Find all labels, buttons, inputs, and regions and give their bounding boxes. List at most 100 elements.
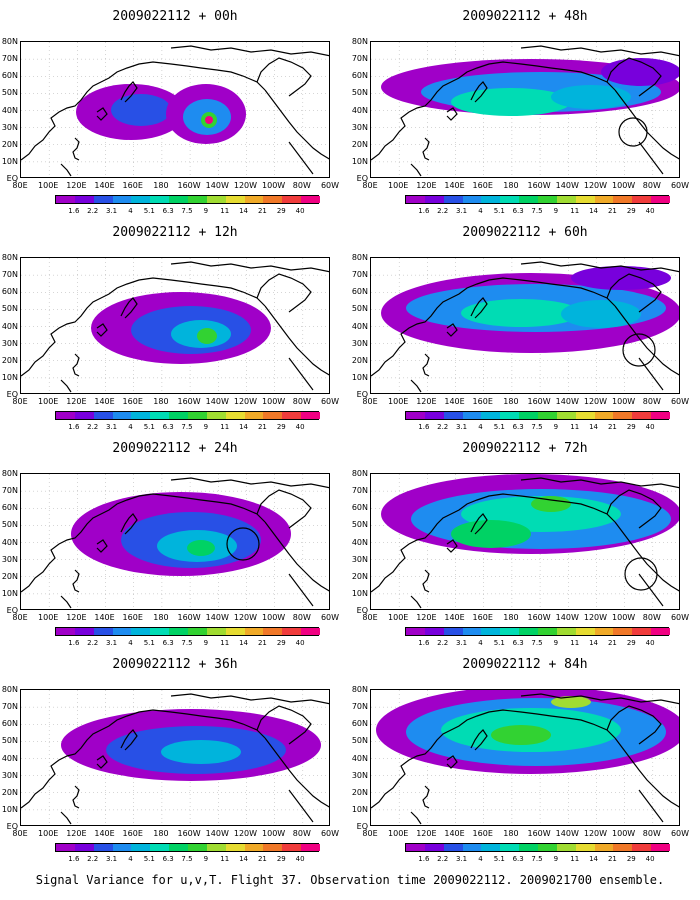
colorbar xyxy=(405,843,671,852)
map-plot xyxy=(20,473,330,610)
colorbar-level-label: 3.1 xyxy=(455,855,468,863)
colorbar-level-label: 21 xyxy=(607,207,617,215)
panel-title: 2009022112 + 60h xyxy=(462,225,588,240)
lat-tick-label: EQ xyxy=(356,174,368,183)
lat-tick-label: 50N xyxy=(351,88,368,98)
lon-tick-label: 140E xyxy=(94,829,115,838)
forecast-panel-84h: 2009022112 + 84h 80N 70N 60N 50N 40N 30N 20N 10… xyxy=(350,648,700,873)
lat-tick-label: EQ xyxy=(356,822,368,831)
colorbar-level-label: 14 xyxy=(589,207,599,215)
colorbar-swatch xyxy=(169,412,189,419)
lon-tick-label: 120W xyxy=(233,397,258,406)
colorbar-swatch xyxy=(481,412,501,419)
variance-contour xyxy=(561,300,641,328)
colorbar-swatch xyxy=(150,196,170,203)
colorbar-swatch xyxy=(594,412,614,419)
lon-tick-label: 140E xyxy=(94,181,115,190)
coastline xyxy=(60,163,72,177)
coastline xyxy=(638,573,664,607)
colorbar-level-label: 1.6 xyxy=(68,423,80,431)
coastline xyxy=(422,785,430,809)
lon-tick-label: 80E xyxy=(362,829,378,838)
lon-tick-label: 80W xyxy=(292,397,311,406)
coastline xyxy=(21,277,266,377)
lon-tick-label: 80W xyxy=(292,181,311,190)
lat-tick-label: 70N xyxy=(1,702,18,712)
lon-tick-label: 140W xyxy=(205,181,229,190)
forecast-panel-12h: 2009022112 + 12h 80N 70N 60N 50N 40N 30N 20N 10… xyxy=(0,216,350,441)
lat-tick-label: 10N xyxy=(1,372,18,382)
coastline xyxy=(606,489,662,529)
colorbar-swatch xyxy=(575,196,596,203)
target-circle xyxy=(618,117,648,147)
coastline xyxy=(520,693,679,705)
colorbar-level-label: 11 xyxy=(570,639,580,647)
lon-tick-label: 120E xyxy=(66,397,87,406)
colorbar-level-label: 11 xyxy=(220,855,230,863)
colorbar-level-label: 4 xyxy=(478,855,483,863)
colorbar-swatch xyxy=(538,844,558,851)
coastline xyxy=(21,709,266,809)
colorbar-swatch xyxy=(481,844,501,851)
lon-tick-label: 60W xyxy=(320,181,340,190)
colorbar-level-label: 3.1 xyxy=(105,855,118,863)
lon-tick-label: 120W xyxy=(583,829,608,838)
coastline xyxy=(120,513,138,535)
colorbar-swatch xyxy=(424,412,445,419)
map-svg xyxy=(371,258,679,393)
lon-tick-label: 160E xyxy=(472,181,493,190)
lat-tick-label: 50N xyxy=(1,520,18,530)
colorbar-swatch xyxy=(206,196,227,203)
coastline xyxy=(422,137,430,161)
colorbar-level-label: 1.6 xyxy=(68,639,80,647)
forecast-panel-48h: 2009022112 + 48h 80N 70N 60N 50N 40N 30N 20N 10… xyxy=(350,0,700,225)
colorbar-level-label: 4 xyxy=(128,639,133,647)
lon-tick-label: 160W xyxy=(527,613,551,622)
lon-tick-label: 140E xyxy=(444,397,465,406)
variance-contour xyxy=(601,58,679,86)
coastline xyxy=(410,163,422,177)
lon-tick-label: 80E xyxy=(12,613,28,622)
lon-tick-label: 120E xyxy=(416,829,437,838)
lat-tick-label: 80N xyxy=(1,37,18,46)
coastline xyxy=(72,569,80,593)
colorbar-swatch xyxy=(301,412,321,419)
lat-tick-label: 80N xyxy=(351,37,368,46)
colorbar-level-label: 14 xyxy=(239,423,249,431)
colorbar-level-label: 40 xyxy=(295,855,305,863)
colorbar-level-label: 3.1 xyxy=(455,207,468,215)
colorbar-level-label: 5.1 xyxy=(493,855,505,863)
lon-tick-label: 160E xyxy=(122,829,143,838)
colorbar-level-label: 1.6 xyxy=(68,855,80,863)
map-svg xyxy=(21,258,329,393)
lon-tick-label: 60W xyxy=(670,397,690,406)
colorbar-level-label: 29 xyxy=(626,423,636,431)
lon-tick-label: 120E xyxy=(416,181,437,190)
colorbar-swatch xyxy=(93,844,114,851)
colorbar-swatch xyxy=(613,196,633,203)
coastline xyxy=(470,513,488,535)
colorbar-swatch xyxy=(481,196,501,203)
panel-title: 2009022112 + 24h xyxy=(112,441,238,456)
colorbar-level-label: 14 xyxy=(589,423,599,431)
colorbar xyxy=(55,843,321,852)
variance-contour xyxy=(187,540,215,556)
coastline xyxy=(264,305,329,376)
coastline xyxy=(96,539,108,553)
lon-tick-label: 100W xyxy=(612,613,636,622)
colorbar-swatch xyxy=(56,412,76,419)
colorbar-swatch xyxy=(613,628,633,635)
colorbar-level-label: 21 xyxy=(257,423,267,431)
colorbar xyxy=(405,627,671,636)
map-plot xyxy=(20,41,330,178)
coastline xyxy=(170,477,329,489)
lon-tick-label: 180 xyxy=(153,181,169,190)
colorbar-level-label: 5.1 xyxy=(493,207,505,215)
coastline xyxy=(288,789,314,823)
lat-tick-label: 30N xyxy=(1,122,18,132)
colorbar-swatch xyxy=(424,844,445,851)
colorbar-swatch xyxy=(481,628,501,635)
colorbar-level-label: 1.6 xyxy=(418,639,430,647)
colorbar-level-label: 6.3 xyxy=(512,855,524,863)
coastline xyxy=(606,705,662,745)
